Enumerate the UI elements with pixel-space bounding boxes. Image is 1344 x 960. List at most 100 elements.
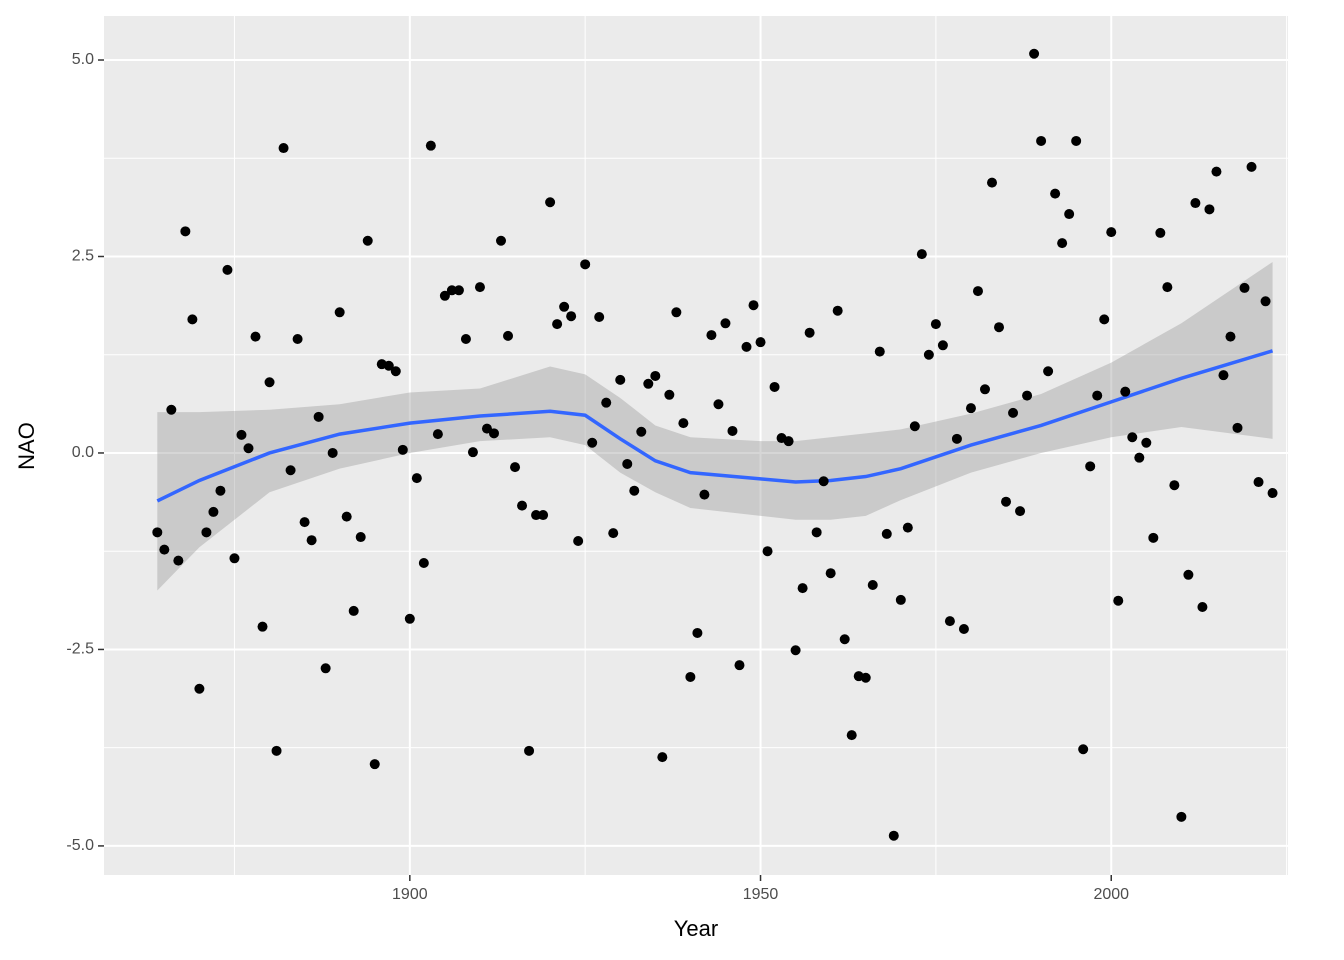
point [601,397,612,408]
x-axis-title: Year [674,916,718,941]
point [727,425,738,436]
point [439,290,450,301]
point [657,752,668,763]
point [306,535,317,546]
point [524,745,535,756]
point [348,605,359,616]
point [531,510,542,521]
point [608,528,619,539]
point [362,235,373,246]
point [1190,198,1201,209]
point [797,583,808,594]
point [783,436,794,447]
point [1267,488,1278,499]
point [804,327,815,338]
point [1092,390,1103,401]
point [474,282,485,293]
point [755,337,766,348]
point [460,334,471,345]
point [397,444,408,455]
point [734,660,745,671]
point [166,404,177,415]
point [951,433,962,444]
point [201,527,212,538]
point [958,624,969,635]
point [825,568,836,579]
point [699,489,710,500]
y-axis-title: NAO [14,422,39,470]
point [411,473,422,484]
point [1008,407,1019,418]
point [496,235,507,246]
point [650,370,661,381]
point [1246,161,1257,172]
point [1071,135,1082,146]
point [208,506,219,517]
point [229,553,240,564]
point [1022,390,1033,401]
point [930,319,941,330]
point [594,312,605,323]
point [517,500,528,511]
point [987,177,997,188]
point [320,663,331,674]
x-tick-label: 2000 [1093,886,1129,903]
point [1141,437,1152,448]
point [383,360,394,371]
point [972,286,983,297]
point [636,426,647,437]
point [1064,209,1075,220]
point [706,330,717,341]
point [1085,461,1096,472]
point [503,330,514,341]
point [881,528,892,539]
point [629,485,640,496]
point [762,546,773,557]
point [418,557,429,568]
point [1232,422,1243,433]
point [1043,366,1054,377]
point [510,462,521,473]
point [545,197,556,208]
point [1239,282,1250,293]
point [874,346,885,357]
point [327,447,338,458]
point [559,301,570,312]
point [895,594,906,605]
point [902,522,913,533]
point [264,377,275,388]
point [643,378,654,389]
point [1148,532,1159,543]
x-tick-label: 1950 [743,886,779,903]
point [720,318,731,329]
point [1050,188,1061,199]
smooth-line [156,349,1274,503]
point [994,322,1005,333]
point [671,307,682,318]
point [271,745,282,756]
point [432,429,443,440]
point [173,555,184,566]
point [404,613,415,624]
y-tick-label: -2.5 [66,641,94,658]
point [299,517,310,528]
y-tick-label: 2.5 [72,248,94,265]
point [832,305,843,316]
point [292,334,303,345]
point [243,443,254,454]
point [180,226,191,237]
y-tick-label: 5.0 [72,51,94,68]
point [839,634,850,645]
point [909,421,920,432]
point [538,510,549,521]
point [1225,331,1236,342]
point [159,544,170,555]
point [916,249,927,260]
point [1099,314,1110,325]
point [979,384,990,395]
point [425,140,436,151]
point [236,429,247,440]
point [713,399,724,410]
